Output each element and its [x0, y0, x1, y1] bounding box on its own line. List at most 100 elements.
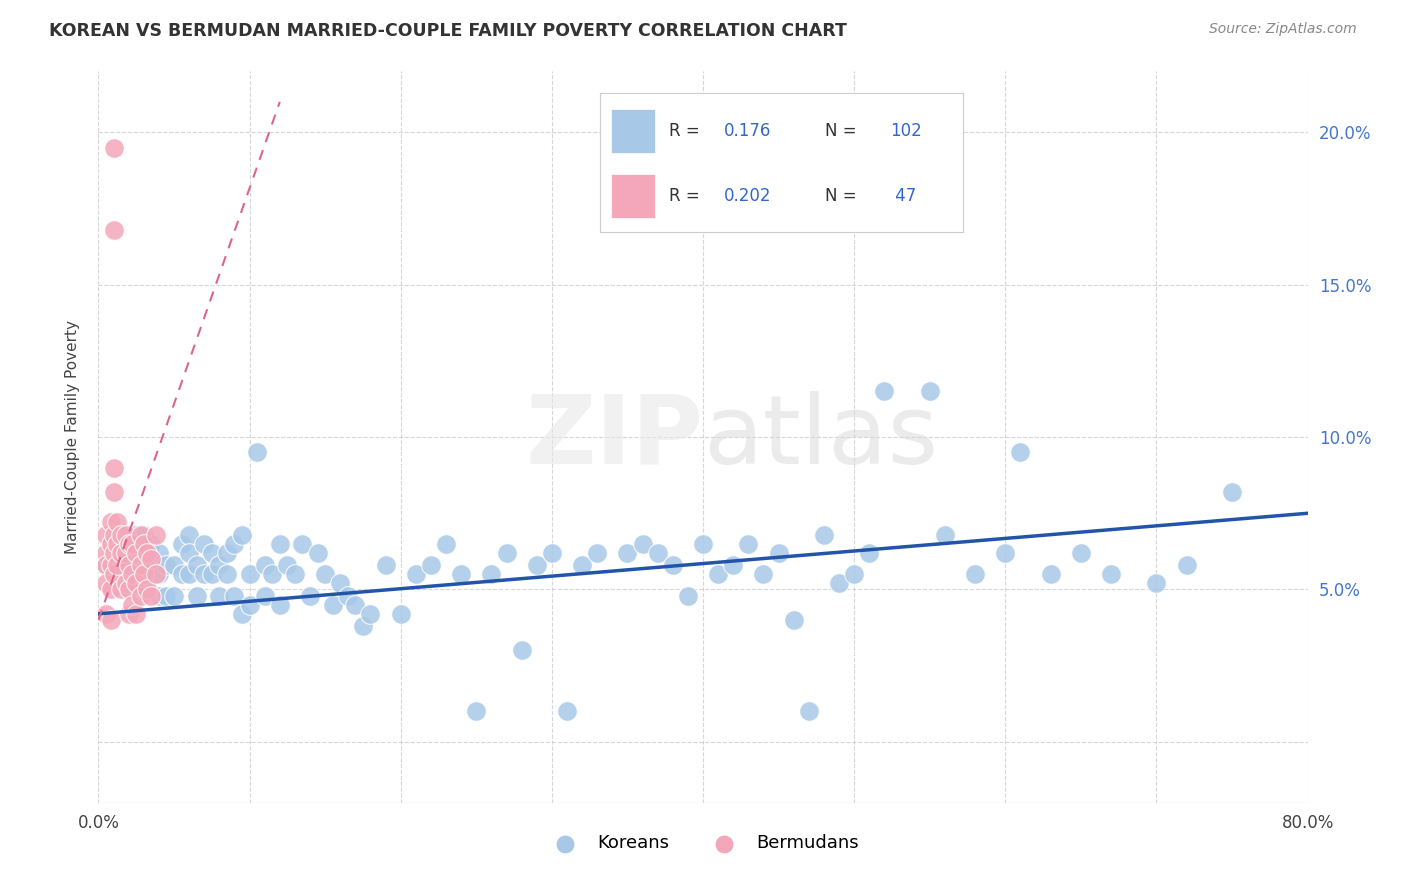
Point	[284, 567, 307, 582]
Point	[797, 705, 820, 719]
Point	[118, 558, 141, 573]
Point	[103, 546, 125, 560]
Point	[307, 546, 329, 560]
Point	[231, 607, 253, 621]
Point	[1099, 567, 1122, 582]
Point	[118, 582, 141, 597]
Point	[155, 558, 177, 573]
Point	[94, 527, 117, 541]
Point	[179, 567, 201, 582]
Point	[105, 516, 128, 530]
Point	[103, 567, 125, 582]
Point	[374, 558, 396, 573]
Point	[163, 558, 186, 573]
Point	[125, 567, 148, 582]
Point	[145, 527, 167, 541]
Point	[125, 607, 148, 621]
Point	[246, 445, 269, 459]
Point	[873, 384, 896, 399]
Point	[253, 558, 276, 573]
Point	[224, 537, 246, 551]
Point	[1039, 567, 1062, 582]
Point	[114, 527, 136, 541]
Point	[129, 589, 152, 603]
Point	[586, 546, 609, 560]
Point	[148, 589, 170, 603]
Point	[934, 527, 956, 541]
Point	[132, 576, 155, 591]
Point	[193, 537, 215, 551]
Point	[269, 537, 291, 551]
Point	[262, 567, 284, 582]
Point	[231, 527, 253, 541]
Point	[110, 527, 132, 541]
Point	[420, 558, 443, 573]
Point	[118, 537, 141, 551]
Point	[291, 537, 314, 551]
Point	[253, 589, 276, 603]
Point	[179, 546, 201, 560]
Point	[215, 567, 238, 582]
Point	[94, 546, 117, 560]
Point	[110, 537, 132, 551]
Point	[170, 567, 193, 582]
Point	[239, 598, 262, 612]
Point	[224, 589, 246, 603]
Point	[1175, 558, 1198, 573]
Point	[495, 546, 517, 560]
Point	[616, 546, 638, 560]
Point	[135, 582, 157, 597]
Legend: Koreans, Bermudans: Koreans, Bermudans	[540, 827, 866, 860]
Point	[145, 567, 167, 582]
Point	[1070, 546, 1092, 560]
Point	[201, 567, 224, 582]
Point	[103, 140, 125, 154]
Point	[179, 527, 201, 541]
Text: KOREAN VS BERMUDAN MARRIED-COUPLE FAMILY POVERTY CORRELATION CHART: KOREAN VS BERMUDAN MARRIED-COUPLE FAMILY…	[49, 22, 846, 40]
Point	[631, 537, 654, 551]
Point	[768, 546, 790, 560]
Point	[1010, 445, 1032, 459]
Point	[481, 567, 503, 582]
Point	[329, 576, 352, 591]
Point	[540, 546, 562, 560]
Point	[129, 558, 152, 573]
Point	[105, 558, 128, 573]
Point	[125, 527, 148, 541]
Point	[208, 589, 231, 603]
Point	[676, 589, 699, 603]
Point	[692, 537, 714, 551]
Point	[132, 527, 155, 541]
Point	[389, 607, 412, 621]
Point	[239, 567, 262, 582]
Point	[918, 384, 941, 399]
Point	[352, 619, 374, 633]
Point	[132, 552, 155, 566]
Point	[360, 607, 382, 621]
Point	[100, 613, 122, 627]
Point	[100, 516, 122, 530]
Text: Source: ZipAtlas.com: Source: ZipAtlas.com	[1209, 22, 1357, 37]
Point	[103, 527, 125, 541]
Point	[299, 589, 322, 603]
Point	[322, 598, 344, 612]
Point	[121, 537, 143, 551]
Point	[100, 537, 122, 551]
Text: ZIP: ZIP	[524, 391, 703, 483]
Point	[858, 546, 880, 560]
Point	[813, 527, 835, 541]
Point	[661, 558, 683, 573]
Point	[510, 643, 533, 657]
Point	[450, 567, 472, 582]
Point	[103, 485, 125, 500]
Point	[186, 558, 208, 573]
Point	[148, 567, 170, 582]
Point	[110, 546, 132, 560]
Point	[114, 546, 136, 560]
Point	[132, 567, 155, 582]
Point	[121, 598, 143, 612]
Point	[141, 537, 163, 551]
Point	[118, 558, 141, 573]
Point	[783, 613, 806, 627]
Point	[132, 537, 155, 551]
